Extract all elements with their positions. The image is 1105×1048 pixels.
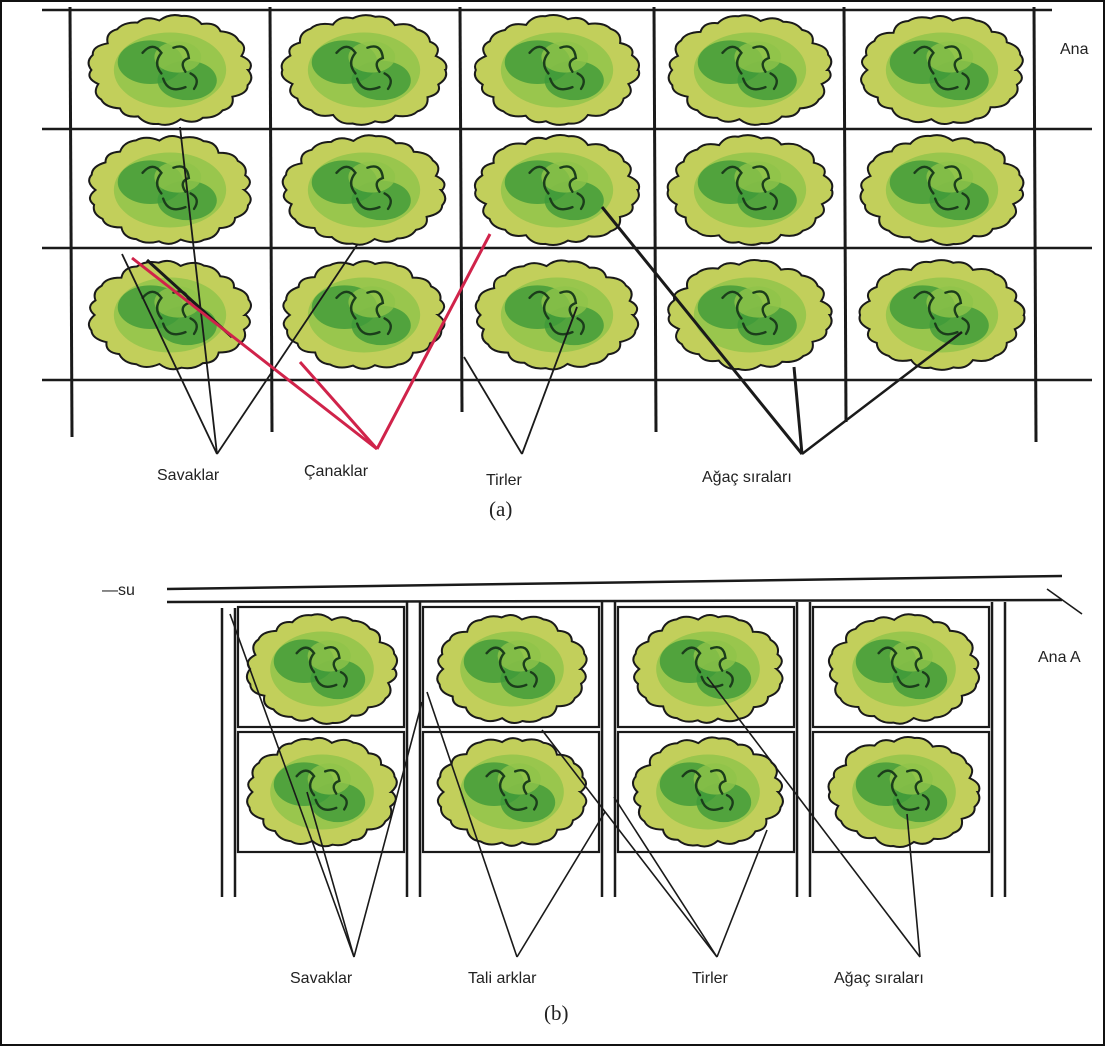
label-laterals-b: Tali arklar [468, 970, 537, 987]
tree-canopy [632, 614, 784, 724]
tree-rows-b [245, 613, 981, 848]
tree-canopy [632, 736, 784, 848]
diagram-b [166, 574, 1063, 897]
tree-canopy [860, 15, 1024, 126]
tree-canopy [88, 135, 252, 245]
lateral-canals-b [220, 602, 1007, 897]
tree-canopy [282, 260, 446, 370]
tree-canopy [280, 14, 448, 126]
tree-canopy [473, 134, 641, 246]
basins-b [236, 605, 991, 854]
tree-canopy [858, 259, 1026, 371]
tree-canopy [246, 736, 398, 848]
caption-a: (a) [489, 497, 512, 521]
tree-canopy [473, 14, 641, 126]
label-basins-a: Çanaklar [304, 463, 369, 480]
pointers-a [121, 126, 963, 455]
tree-rows-a [87, 14, 1026, 371]
tree-canopy [859, 134, 1025, 246]
pointers-b [229, 588, 1083, 958]
label-ridges-b: Tirler [692, 970, 729, 987]
pointers-a-red [131, 233, 492, 451]
tree-canopy [667, 259, 833, 371]
corner-label-a: Ana [1060, 41, 1089, 58]
tree-canopy [666, 134, 834, 246]
tree-canopy [436, 737, 588, 847]
label-weirs-b: Savaklar [290, 970, 353, 987]
ridge-lines-a [68, 6, 1038, 443]
corner-label-b: Ana A [1038, 649, 1081, 666]
tree-canopy [667, 14, 833, 126]
diagram-a [42, 6, 1092, 443]
tree-canopy [474, 259, 640, 371]
channel-lines-a [42, 8, 1092, 382]
label-weirs-a: Savaklar [157, 467, 220, 484]
label-tree-rows-b: Ağaç sıraları [834, 970, 924, 987]
tree-canopy [281, 134, 447, 246]
main-canal-b [166, 574, 1063, 604]
label-ridges-a: Tirler [486, 472, 523, 489]
tree-canopy [436, 614, 588, 725]
tree-canopy [827, 736, 981, 848]
label-tree-rows-a: Ağaç sıraları [702, 469, 792, 486]
caption-b: (b) [544, 1001, 569, 1025]
water-label-b: —su [102, 582, 135, 599]
tree-canopy [827, 613, 980, 725]
tree-canopy [87, 14, 253, 126]
tree-canopy [245, 613, 399, 725]
